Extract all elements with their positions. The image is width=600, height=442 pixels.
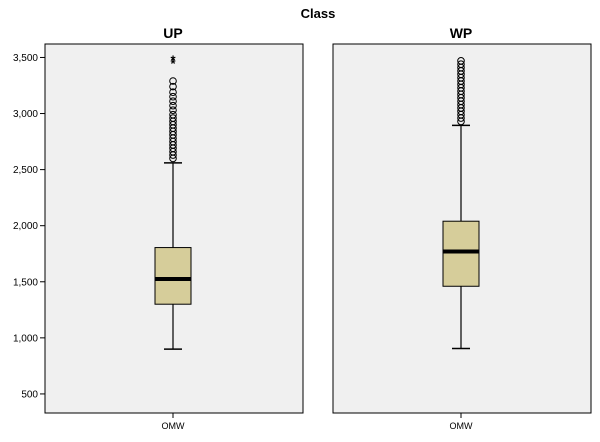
panel-frame <box>44 43 304 414</box>
y-axis: 500 1,000 1,500 2,000 2,500 3,000 3,500 <box>13 53 45 400</box>
outlier-point <box>457 60 465 68</box>
extreme-point: * <box>170 53 176 68</box>
iqr-box <box>154 247 192 305</box>
iqr-box <box>442 220 480 287</box>
outlier-point <box>169 92 177 101</box>
y-tick-label: 500 <box>21 389 38 400</box>
category-label: OMW <box>162 421 185 431</box>
panel-title: WP <box>450 25 473 41</box>
y-tick-label: 3,000 <box>13 109 38 120</box>
outlier-point <box>169 97 177 106</box>
outlier-point <box>169 114 177 122</box>
y-tick-label: 2,000 <box>13 221 38 232</box>
outlier-point <box>457 57 465 65</box>
panel-wp: WP OMW <box>332 25 592 431</box>
extreme-point: * <box>170 56 176 71</box>
y-tick-label: 1,000 <box>13 333 38 344</box>
y-tick-label: 2,500 <box>13 165 38 176</box>
category-label: OMW <box>450 421 473 431</box>
outlier-point <box>169 110 177 119</box>
outlier-point <box>169 101 177 110</box>
panel-title: UP <box>163 25 182 41</box>
outlier-point <box>169 88 177 97</box>
outlier-point <box>169 77 177 85</box>
outlier-point <box>169 82 177 91</box>
outlier-point <box>169 106 177 114</box>
y-tick-label: 3,500 <box>13 53 38 64</box>
y-tick-label: 1,500 <box>13 277 38 288</box>
chart-title: Class <box>301 6 336 21</box>
